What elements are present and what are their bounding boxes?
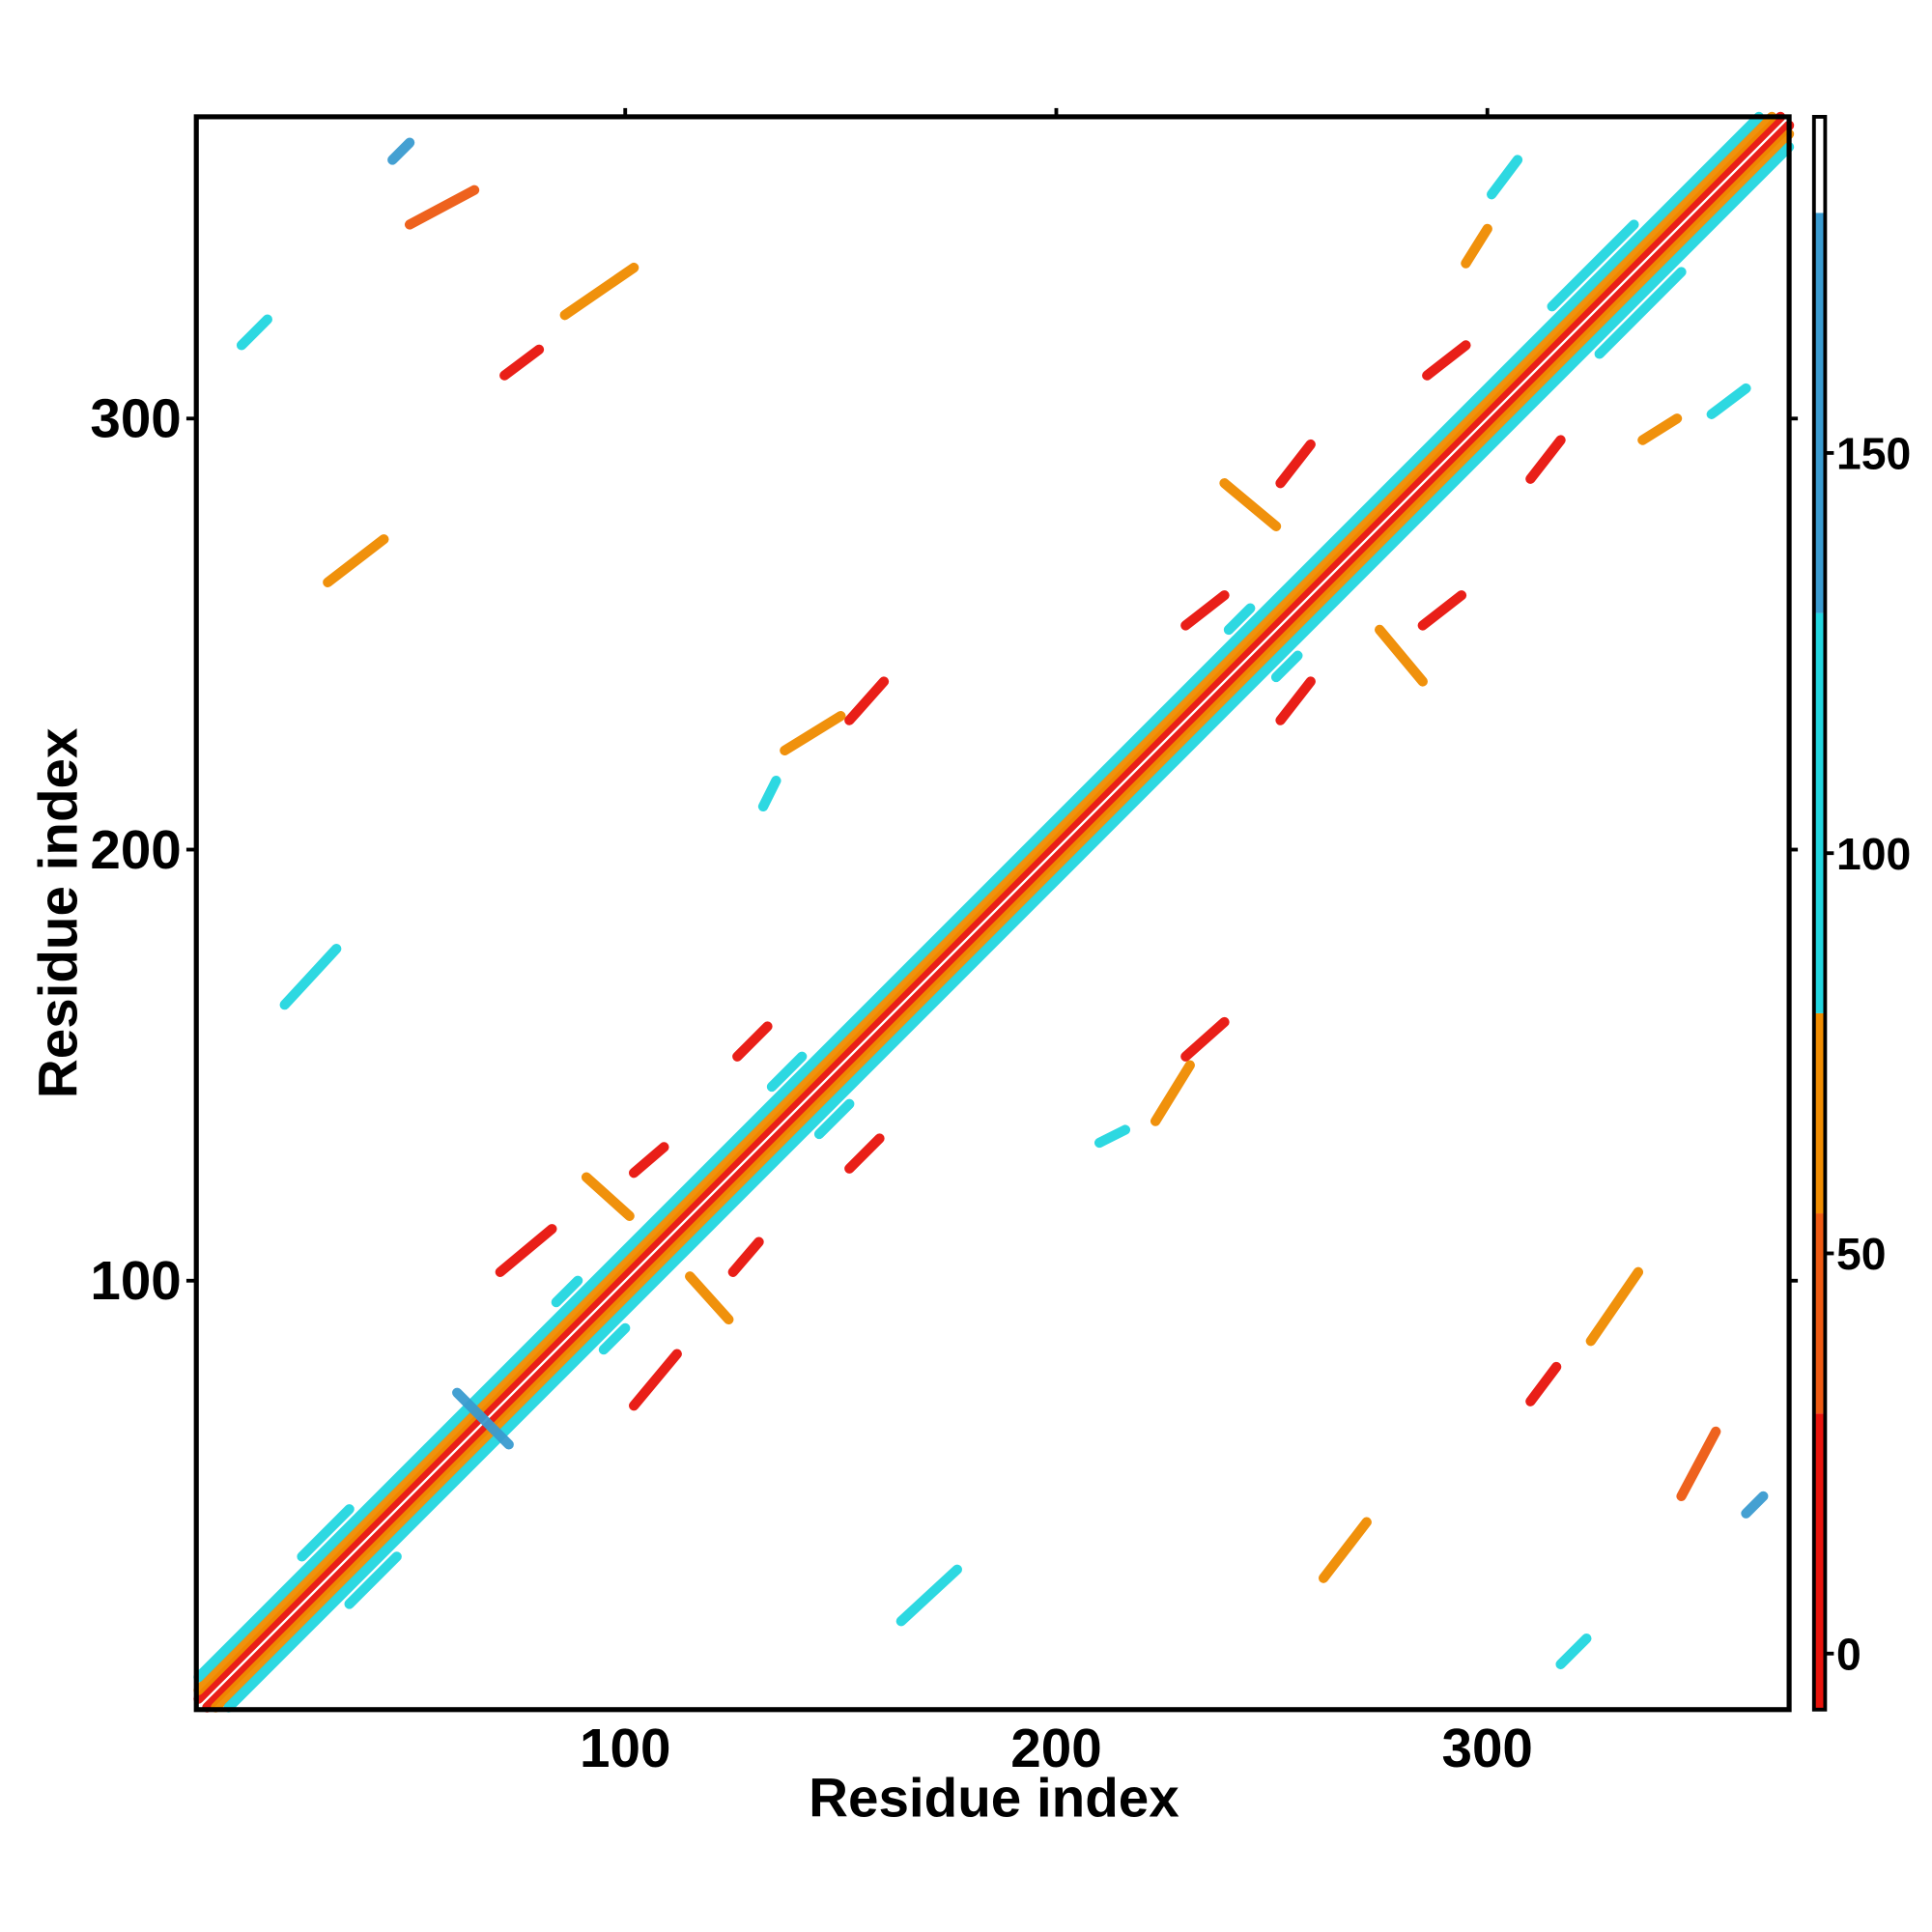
contact-segment	[629, 1349, 682, 1411]
y-tick-label: 100	[90, 1250, 181, 1311]
contact-segment	[193, 111, 1777, 1695]
contact-segment	[297, 1504, 355, 1562]
contact-segment	[1555, 1633, 1592, 1670]
colorbar-frame	[1811, 114, 1828, 1712]
contact-segment	[323, 534, 389, 587]
contact-segment	[1319, 1517, 1372, 1583]
contact-segment	[279, 944, 342, 1010]
contact-segment	[1219, 478, 1282, 531]
contact-segment	[559, 262, 639, 321]
heatmap-cells	[193, 111, 1795, 1713]
x-axis-label: Residue index	[809, 1767, 1179, 1828]
contact-segment	[1375, 624, 1428, 687]
contact-segment	[581, 1172, 635, 1221]
y-tick-label: 300	[90, 388, 181, 449]
colorbar-tick-label: 100	[1836, 829, 1911, 879]
contact-segment	[223, 141, 1795, 1713]
contact-segment	[1270, 650, 1303, 683]
contact-segment	[236, 314, 272, 351]
contact-segment	[1180, 1016, 1230, 1062]
y-tick-label: 200	[90, 819, 181, 880]
colorbar: 0 50 100 150	[1811, 114, 1911, 1712]
colorbar-tick-label: 0	[1836, 1629, 1861, 1679]
contact-segment	[404, 185, 480, 230]
contact-segment	[1585, 1266, 1644, 1347]
contact-segment	[757, 775, 781, 812]
x-tick-label: 200	[1010, 1718, 1101, 1778]
contact-segment	[1461, 223, 1492, 269]
y-axis-label: Residue index	[28, 727, 89, 1098]
contact-segment	[732, 1021, 773, 1062]
contact-segment	[551, 1275, 583, 1308]
contact-segment	[1525, 435, 1566, 484]
contact-segment	[1422, 340, 1471, 381]
contact-segment	[1094, 1124, 1131, 1149]
colorbar-bin	[1813, 116, 1826, 213]
x-tick-label: 100	[580, 1718, 670, 1778]
colorbar-bin	[1813, 1012, 1826, 1214]
colorbar-bin	[1813, 1213, 1826, 1414]
contact-segment	[1180, 590, 1230, 631]
contact-segment	[193, 111, 1786, 1704]
contact-segment	[1487, 155, 1523, 200]
contact-segment	[813, 1098, 855, 1140]
contact-segment	[895, 1564, 962, 1627]
contact-segment	[629, 1142, 669, 1179]
contact-segment	[1150, 1060, 1195, 1126]
contact-segment	[844, 676, 890, 725]
colorbar-bin	[1813, 1413, 1826, 1710]
contact-segment	[344, 1551, 402, 1609]
x-tick-label: 300	[1442, 1718, 1533, 1778]
colorbar-bin	[1813, 213, 1826, 613]
contact-segment	[1637, 413, 1683, 445]
contact-segment	[211, 128, 1795, 1713]
contact-segment	[202, 120, 1795, 1713]
contact-segment	[1223, 603, 1256, 636]
contact-segment	[727, 1236, 764, 1277]
contact-segment	[1706, 383, 1751, 419]
contact-segment	[387, 137, 415, 165]
contact-segment	[1741, 1491, 1769, 1519]
colorbar-bin	[1813, 612, 1826, 1013]
colorbar-tick-label: 50	[1836, 1229, 1887, 1279]
contact-segment	[766, 1051, 808, 1093]
contact-segment	[1275, 676, 1316, 725]
contact-segment	[499, 344, 545, 381]
contact-segment	[495, 1224, 557, 1277]
contact-segment	[685, 1271, 734, 1325]
contact-segment	[193, 111, 1764, 1683]
contact-segment	[1547, 219, 1639, 312]
contact-segment	[1525, 1361, 1562, 1406]
contact-segment	[598, 1322, 631, 1355]
contact-segment	[1275, 439, 1316, 489]
contact-segment	[1594, 267, 1687, 359]
plot-frame	[193, 114, 1792, 1713]
plot-area	[196, 116, 1790, 1710]
colorbar-tick-label: 150	[1836, 429, 1911, 479]
contact-segment	[452, 1387, 514, 1450]
contact-segment	[1417, 590, 1467, 631]
contact-segment	[780, 711, 846, 756]
contact-segment	[1676, 1426, 1721, 1502]
contact-segment	[844, 1133, 885, 1174]
